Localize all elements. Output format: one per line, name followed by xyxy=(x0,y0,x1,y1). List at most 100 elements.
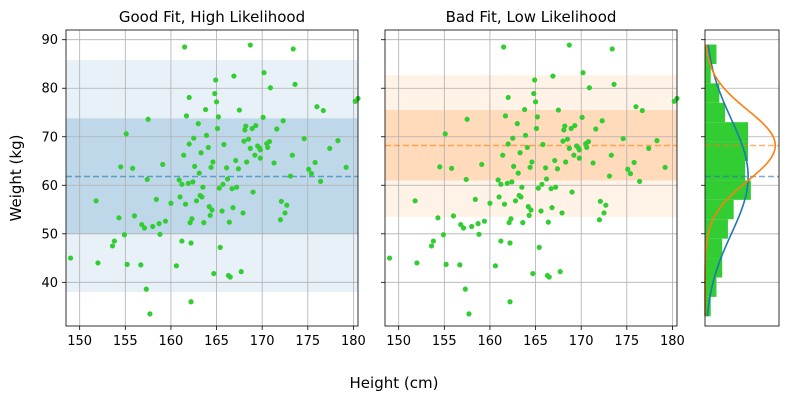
data-point xyxy=(284,202,290,208)
data-point xyxy=(412,198,418,204)
data-point xyxy=(559,210,565,216)
data-point xyxy=(192,163,198,169)
data-point xyxy=(546,274,552,280)
data-point xyxy=(190,179,196,185)
data-point xyxy=(654,138,660,144)
data-point xyxy=(476,231,482,237)
data-point xyxy=(529,159,535,165)
data-point xyxy=(514,121,520,127)
data-point xyxy=(214,125,221,132)
data-point xyxy=(584,144,590,151)
data-point xyxy=(481,218,488,224)
data-point xyxy=(209,207,215,213)
data-point xyxy=(230,205,236,211)
data-point xyxy=(545,219,551,225)
data-point xyxy=(219,208,225,214)
x-tick-label: 160 xyxy=(478,334,503,349)
data-point xyxy=(221,141,227,148)
data-point xyxy=(235,166,242,172)
bad-fit-axes-frame xyxy=(384,29,678,327)
data-point xyxy=(508,216,514,222)
data-point xyxy=(495,177,501,183)
data-point xyxy=(156,221,162,227)
data-point xyxy=(265,144,271,151)
data-point xyxy=(561,127,567,133)
data-point xyxy=(437,164,443,170)
data-point xyxy=(124,261,130,267)
data-point xyxy=(220,181,226,187)
data-point xyxy=(548,186,554,192)
data-point xyxy=(292,81,298,87)
x-tick-label: 175 xyxy=(295,334,320,349)
data-point xyxy=(430,238,436,244)
data-point xyxy=(290,46,296,52)
y-tick-label: 60 xyxy=(41,179,58,194)
histogram-bar xyxy=(705,122,749,142)
data-point xyxy=(463,176,469,183)
data-point xyxy=(532,99,539,105)
bad-fit-title: Bad Fit, Low Likelihood xyxy=(446,8,617,26)
data-point xyxy=(244,159,250,165)
data-point xyxy=(277,217,284,223)
data-point xyxy=(505,141,511,147)
data-point xyxy=(504,180,510,186)
data-point xyxy=(518,194,524,200)
data-point xyxy=(176,177,182,183)
y-tick-label: 80 xyxy=(41,82,58,97)
data-point xyxy=(267,85,273,91)
data-point xyxy=(475,221,481,227)
data-point xyxy=(141,225,148,231)
data-point xyxy=(200,184,206,190)
data-point xyxy=(210,159,216,165)
histogram-bar xyxy=(705,102,726,123)
data-point xyxy=(386,255,393,261)
histogram-axes-frame xyxy=(704,29,780,327)
data-point xyxy=(466,311,472,317)
data-point xyxy=(271,160,277,166)
data-point xyxy=(224,165,230,171)
data-point xyxy=(597,198,603,204)
data-point xyxy=(563,159,569,165)
data-point xyxy=(625,166,631,172)
data-point xyxy=(231,73,237,79)
data-point xyxy=(301,136,307,142)
data-point xyxy=(243,123,249,129)
data-point xyxy=(530,270,536,277)
data-point xyxy=(557,269,563,275)
data-point xyxy=(515,170,521,176)
data-point xyxy=(327,145,333,151)
data-point xyxy=(462,286,468,292)
data-point xyxy=(510,135,516,141)
data-point xyxy=(552,157,558,164)
data-point xyxy=(208,164,214,170)
data-point xyxy=(586,85,593,91)
data-point xyxy=(599,118,605,124)
data-point xyxy=(211,270,217,277)
data-point xyxy=(566,145,572,151)
data-point xyxy=(201,220,207,226)
data-point xyxy=(509,179,515,185)
x-axis-label: Height (cm) xyxy=(350,374,439,392)
data-point xyxy=(189,216,195,222)
data-point xyxy=(540,141,546,148)
data-point xyxy=(182,44,188,50)
data-point xyxy=(217,244,223,250)
data-point xyxy=(440,232,446,238)
data-point xyxy=(532,77,538,83)
data-point xyxy=(501,44,507,50)
data-point xyxy=(627,171,634,177)
data-point xyxy=(442,131,448,137)
data-point xyxy=(566,42,572,48)
data-point xyxy=(188,299,194,305)
data-point xyxy=(185,180,191,186)
data-point xyxy=(95,260,101,266)
x-tick-label: 150 xyxy=(386,334,411,349)
data-point xyxy=(212,90,218,97)
data-point xyxy=(216,185,222,191)
histogram-bar xyxy=(705,141,749,162)
data-point xyxy=(528,207,534,213)
data-point xyxy=(343,164,349,170)
x-tick-label: 160 xyxy=(159,334,184,349)
data-point xyxy=(571,152,577,158)
